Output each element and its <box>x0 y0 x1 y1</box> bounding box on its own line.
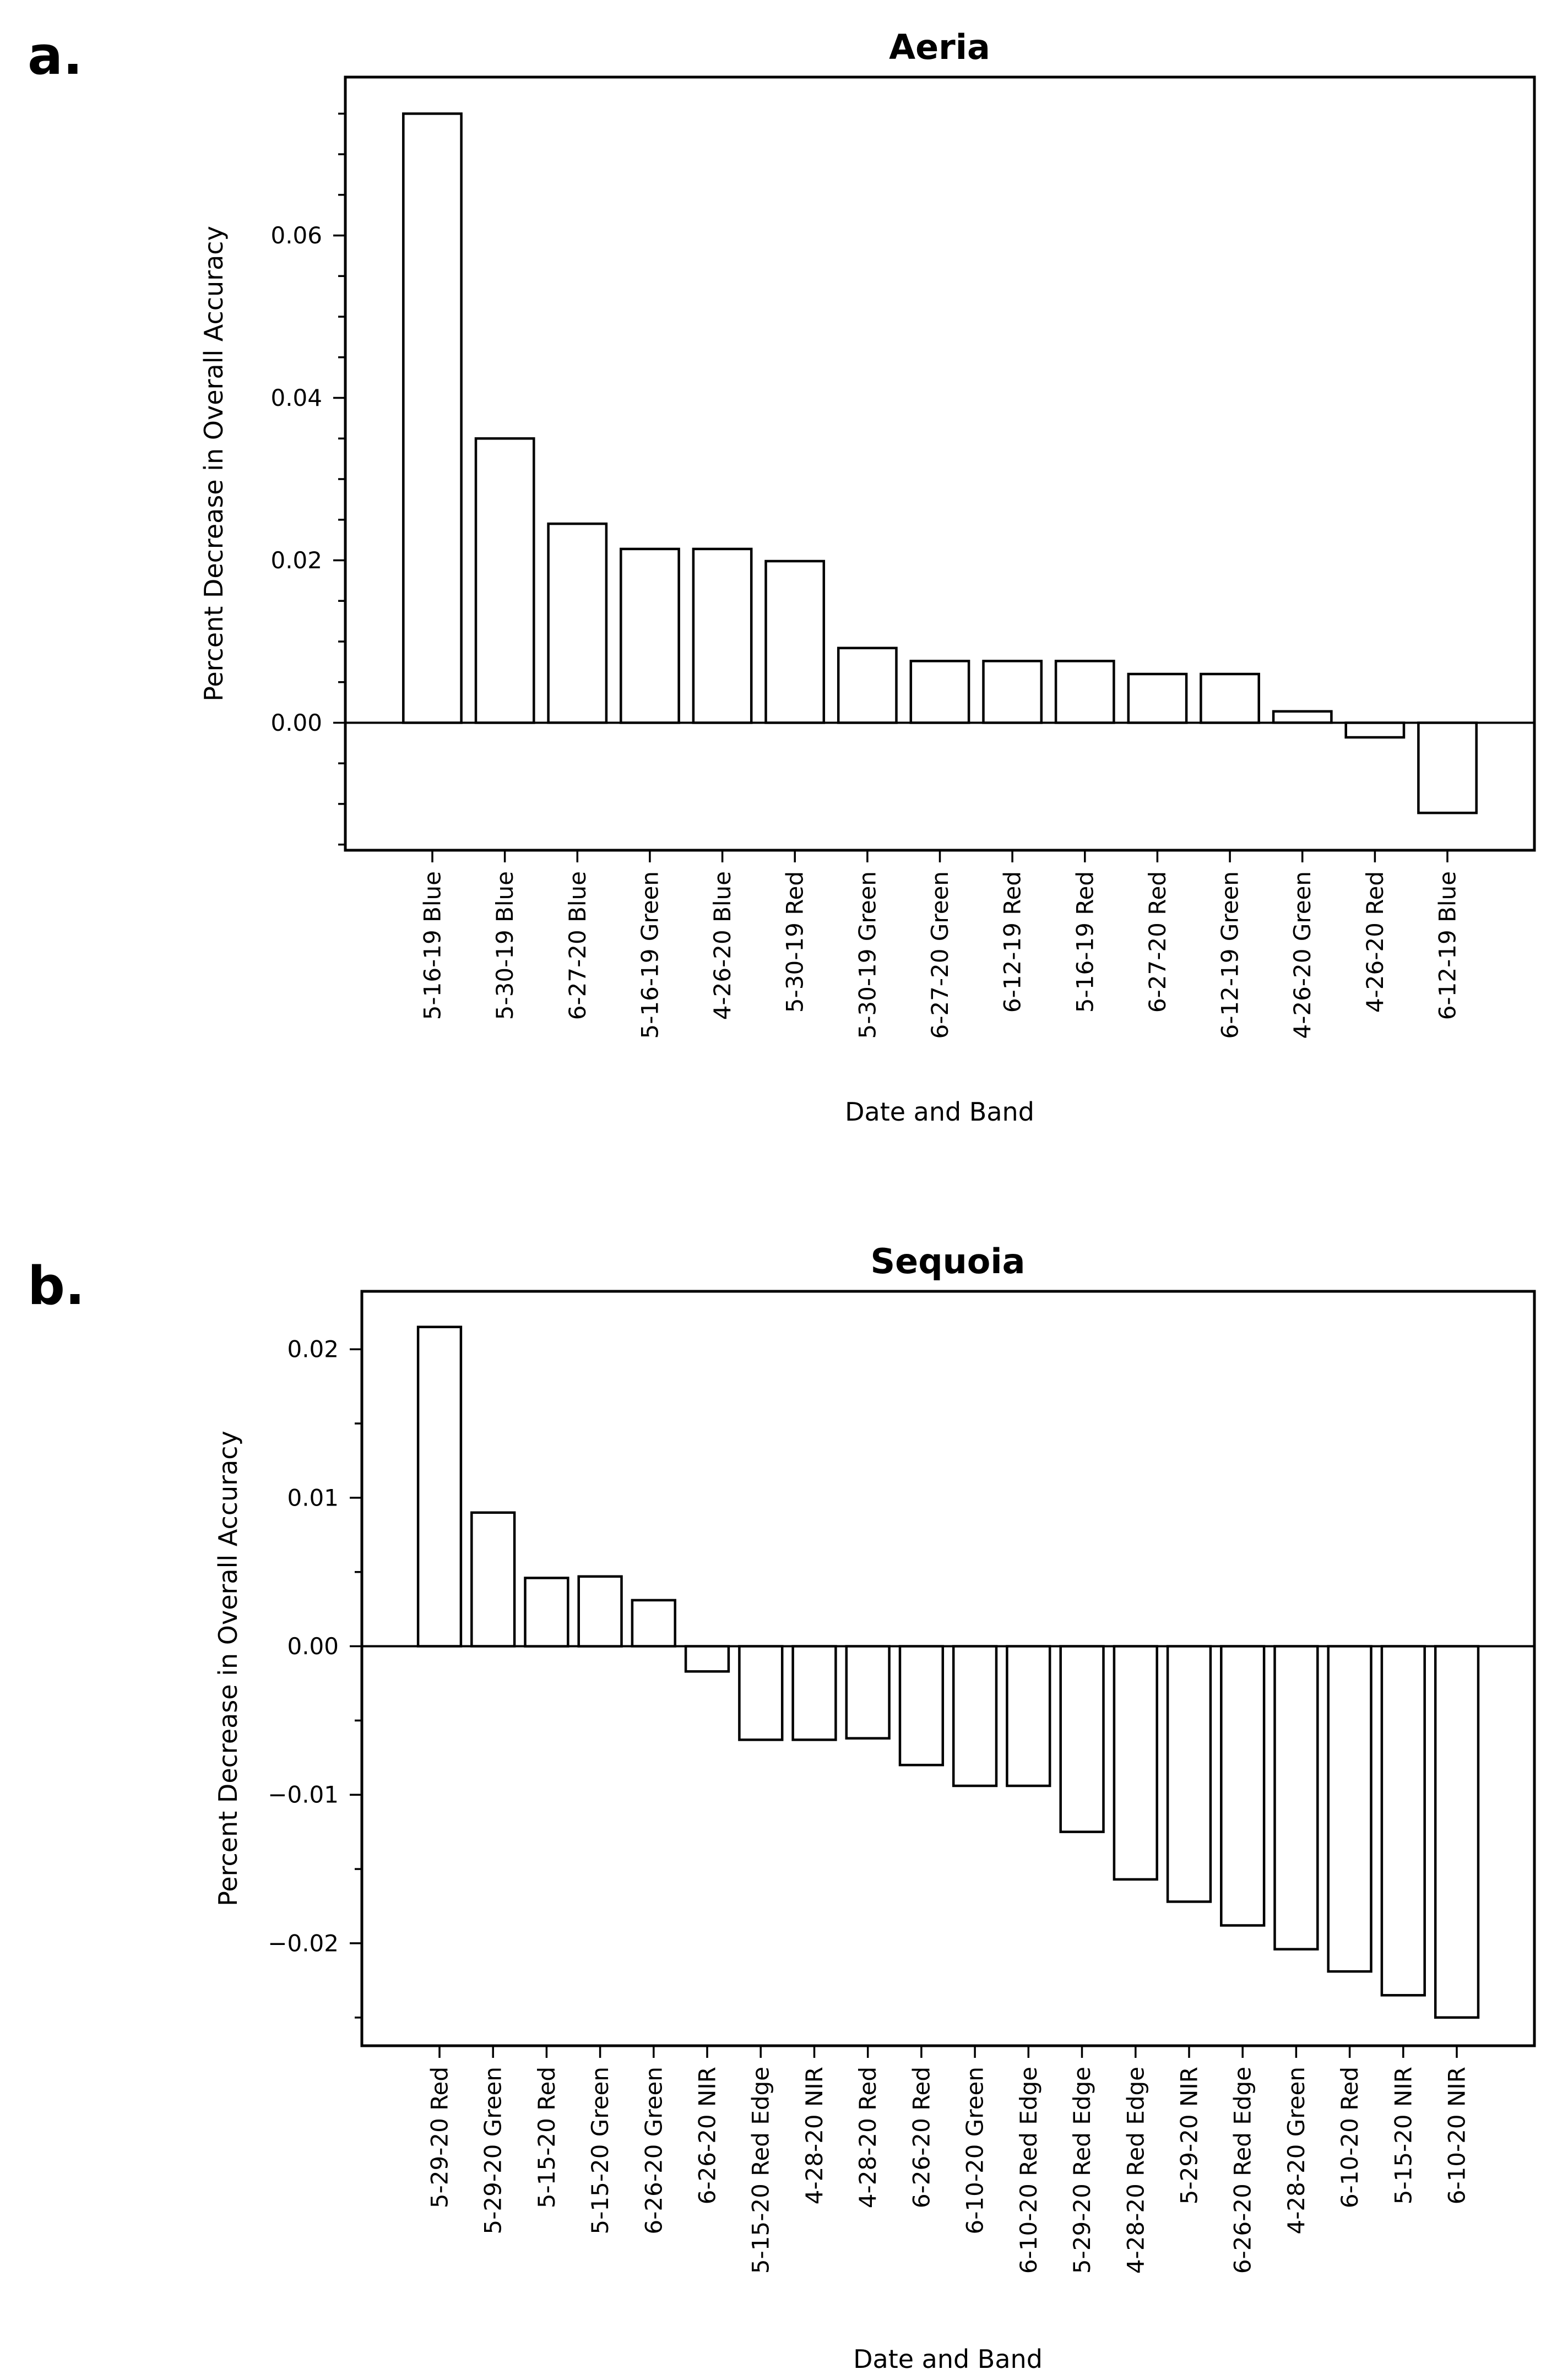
panel-b-title: Sequoia <box>871 1241 1026 1281</box>
x-tick-label: 5-30-19 Red <box>782 871 809 1013</box>
bar <box>470 1511 516 1648</box>
x-tick-label: 5-16-19 Blue <box>419 871 446 1020</box>
x-tick-label: 4-26-20 Green <box>1289 871 1316 1039</box>
panel-a-y-axis-label: Percent Decrease in Overall Accuracy <box>199 226 229 702</box>
x-tick-label: 4-26-20 Red <box>1361 871 1388 1013</box>
x-tick-label: 4-28-20 Red Edge <box>1122 2067 1149 2274</box>
x-tick-label: 5-15-20 Red <box>533 2067 560 2208</box>
x-tick-label: 5-30-19 Green <box>854 871 881 1039</box>
x-tick-label: 4-26-20 Blue <box>709 871 736 1020</box>
bar <box>764 559 826 724</box>
bar <box>1380 1645 1426 1997</box>
panel-a-letter: a. <box>28 26 83 86</box>
bar <box>524 1577 569 1648</box>
bar <box>577 1575 623 1648</box>
x-tick-label: 5-16-19 Green <box>636 871 663 1039</box>
x-tick-label: 5-30-19 Blue <box>491 871 518 1020</box>
bar <box>1272 710 1333 724</box>
bar <box>1166 1645 1212 1903</box>
x-tick-label: 4-28-20 Green <box>1283 2067 1310 2234</box>
bar <box>474 437 535 724</box>
y-tick-label: 0.06 <box>270 222 322 249</box>
x-tick-label: 6-12-19 Green <box>1217 871 1244 1039</box>
bar <box>402 112 463 724</box>
panel-a-title: Aeria <box>889 27 990 67</box>
x-tick-label: 5-15-20 Red Edge <box>747 2067 774 2274</box>
x-tick-label: 5-29-20 Red <box>426 2067 453 2208</box>
bar <box>692 547 753 724</box>
bar <box>684 1645 730 1673</box>
x-tick-label: 5-29-20 Green <box>480 2067 507 2234</box>
panel-b-plot-area: −0.02 −0.01 0.00 0.01 0.02 5-29-20 Red 5-29-20… <box>268 1290 1536 2274</box>
x-tick-label: 6-10-20 NIR <box>1444 2067 1471 2204</box>
bar <box>1054 660 1115 724</box>
x-tick-label: 5-16-19 Red <box>1071 871 1098 1013</box>
panel-a: a. Aeria Percent Decrease in Overall Acc… <box>28 26 1536 1127</box>
x-tick-label: 5-15-20 NIR <box>1390 2067 1417 2204</box>
y-tick-label: −0.02 <box>268 1930 339 1957</box>
bar <box>1344 721 1406 739</box>
x-tick-label: 5-29-20 NIR <box>1176 2067 1203 2204</box>
x-tick-label: 6-27-20 Blue <box>564 871 591 1020</box>
bar <box>547 522 608 724</box>
x-tick-label: 6-26-20 NIR <box>694 2067 721 2204</box>
y-tick-label: 0.00 <box>270 709 322 736</box>
x-tick-label: 6-26-20 Green <box>640 2067 667 2234</box>
bar <box>952 1645 998 1787</box>
x-tick-label: 4-28-20 NIR <box>801 2067 828 2204</box>
panel-a-x-axis-label: Date and Band <box>845 1097 1034 1127</box>
y-tick-label: −0.01 <box>268 1781 339 1808</box>
x-tick-label: 6-26-20 Red <box>908 2067 935 2208</box>
x-tick-label: 6-10-20 Green <box>962 2067 989 2234</box>
x-tick-label: 6-27-20 Red <box>1144 871 1171 1013</box>
y-tick-label: 0.02 <box>270 547 322 574</box>
bar <box>1113 1645 1158 1881</box>
x-tick-label: 6-26-20 Red Edge <box>1229 2067 1256 2274</box>
bar <box>1059 1645 1105 1833</box>
bar <box>1006 1645 1051 1787</box>
bar <box>982 660 1043 724</box>
bar <box>909 660 970 724</box>
x-tick-label: 6-10-20 Red Edge <box>1015 2067 1042 2274</box>
y-tick-label: 0.00 <box>287 1633 339 1660</box>
x-tick-label: 5-15-20 Green <box>587 2067 614 2234</box>
bar <box>1327 1645 1372 1973</box>
y-tick-label: 0.01 <box>287 1484 339 1511</box>
x-tick-label: 6-12-19 Blue <box>1434 871 1461 1020</box>
plot-border <box>360 1290 1536 2047</box>
x-tick-label: 4-28-20 Red <box>854 2067 881 2208</box>
bar <box>631 1599 676 1648</box>
panel-b-letter: b. <box>28 1256 85 1317</box>
bar <box>1417 721 1478 814</box>
x-tick-label: 6-27-20 Green <box>926 871 953 1039</box>
bar <box>1434 1645 1480 2019</box>
panel-b: b. Sequoia Percent Decrease in Overall A… <box>28 1241 1536 2374</box>
bar <box>791 1645 837 1741</box>
x-tick-label: 6-12-19 Red <box>999 871 1026 1013</box>
bar <box>738 1645 784 1741</box>
bar <box>898 1645 945 1767</box>
bar <box>1273 1645 1319 1950</box>
bar <box>1220 1645 1266 1927</box>
panel-a-plot-area: 0.00 0.02 0.04 0.06 5-16-19 Blue 5-30-19 Blue… <box>270 75 1536 1039</box>
y-tick-label: 0.02 <box>287 1336 339 1363</box>
bar <box>416 1325 463 1648</box>
bar <box>837 646 898 724</box>
x-tick-label: 5-29-20 Red Edge <box>1068 2067 1095 2274</box>
bar <box>1127 672 1188 724</box>
panel-b-x-axis-label: Date and Band <box>853 2344 1043 2374</box>
bar <box>620 547 680 724</box>
y-tick-label: 0.04 <box>270 384 322 411</box>
bar <box>845 1645 891 1740</box>
x-tick-label: 6-10-20 Red <box>1336 2067 1363 2208</box>
bar <box>1200 672 1260 724</box>
panel-b-y-axis-label: Percent Decrease in Overall Accuracy <box>213 1431 243 1906</box>
